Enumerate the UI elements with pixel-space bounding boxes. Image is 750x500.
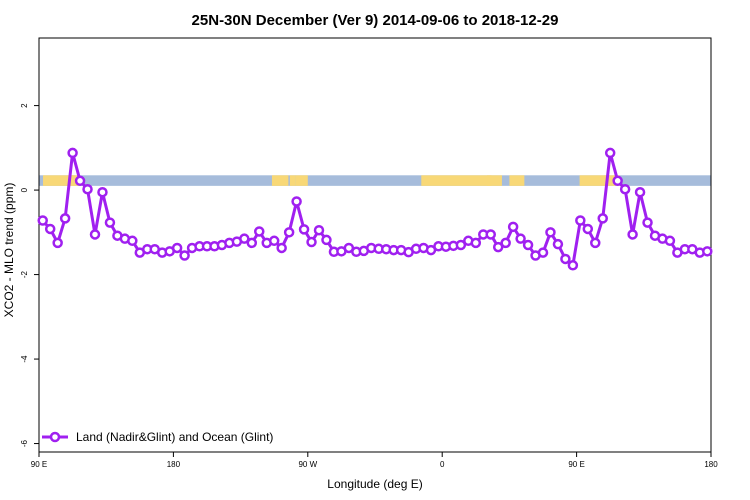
data-point: [67, 147, 78, 159]
y-tick-label: -4: [20, 355, 29, 363]
data-point: [500, 237, 511, 249]
data-point: [560, 253, 571, 265]
data-point: [612, 175, 623, 187]
data-point: [298, 224, 310, 235]
data-point: [507, 221, 519, 233]
y-axis-label: XCO2 - MLO trend (ppm): [2, 183, 16, 318]
y-tick-label: 0: [20, 187, 29, 192]
chart-title: 25N-30N December (Ver 9) 2014-09-06 to 2…: [192, 12, 559, 29]
land-segment: [71, 175, 74, 186]
x-axis-label: Longitude (deg E): [327, 477, 422, 491]
data-point: [254, 226, 265, 237]
data-point: [455, 239, 467, 251]
data-point: [268, 235, 280, 247]
data-point: [627, 229, 638, 240]
plot-frame: [38, 37, 712, 453]
data-point: [515, 233, 526, 244]
data-point: [537, 247, 549, 258]
land-segment: [43, 175, 81, 186]
data-point: [597, 213, 608, 224]
data-point: [89, 229, 101, 240]
data-point: [604, 147, 616, 159]
data-point: [82, 183, 93, 195]
land-segment: [289, 175, 296, 186]
x-tick-label: 90 E: [31, 460, 47, 469]
data-point: [59, 213, 71, 224]
x-tick-label: 180: [704, 460, 718, 469]
data-point: [37, 215, 48, 226]
data-point: [552, 238, 564, 250]
data-point: [44, 223, 56, 235]
land-segment: [579, 175, 617, 186]
land-ocean-band: [39, 175, 711, 186]
data-point: [619, 183, 631, 195]
data-point: [97, 186, 108, 198]
land-segment: [421, 175, 492, 186]
legend-marker-icon: [49, 431, 61, 443]
y-tick-label: -2: [20, 270, 29, 278]
y-tick-label: -6: [20, 439, 29, 447]
data-point: [702, 246, 713, 257]
data-point: [74, 175, 86, 187]
data-point: [291, 196, 302, 207]
x-tick-label: 90 W: [298, 460, 317, 469]
data-point: [642, 217, 653, 228]
legend: Land (Nadir&Glint) and Ocean (Glint): [42, 430, 273, 444]
x-tick-label: 0: [440, 460, 445, 469]
x-tick-label: 180: [167, 460, 181, 469]
x-tick-label: 90 E: [568, 460, 584, 469]
data-point: [104, 217, 116, 228]
data-point: [470, 237, 482, 249]
data-point: [127, 235, 138, 247]
land-segment: [271, 175, 289, 186]
data-point: [313, 224, 325, 236]
y-tick-label: 2: [20, 103, 29, 108]
data-point: [179, 250, 190, 261]
data-point: [321, 234, 332, 246]
data-point: [522, 239, 534, 251]
legend-label: Land (Nadir&Glint) and Ocean (Glint): [76, 430, 273, 444]
data-point: [575, 215, 586, 226]
data-point: [485, 229, 496, 240]
land-segment: [509, 175, 525, 186]
data-point: [171, 242, 183, 254]
data-point: [567, 260, 579, 271]
data-point: [52, 237, 63, 249]
y-axis: -6 -4 -2 0 2: [20, 103, 39, 447]
data-point: [545, 227, 556, 238]
data-point: [276, 242, 287, 254]
ocean-band: [39, 175, 711, 186]
data-point: [246, 237, 258, 249]
data-point: [582, 223, 594, 235]
data-point: [283, 227, 295, 238]
data-point: [634, 186, 646, 198]
data-point: [664, 235, 676, 247]
data-point: [239, 233, 250, 244]
data-point: [306, 236, 317, 248]
data-point: [492, 241, 504, 253]
data-point: [590, 237, 601, 249]
land-segment: [487, 175, 502, 186]
x-axis: 90 E 180 90 W 0 90 E 180: [31, 452, 718, 469]
series-layer: [37, 147, 713, 271]
land-segment: [295, 175, 308, 186]
